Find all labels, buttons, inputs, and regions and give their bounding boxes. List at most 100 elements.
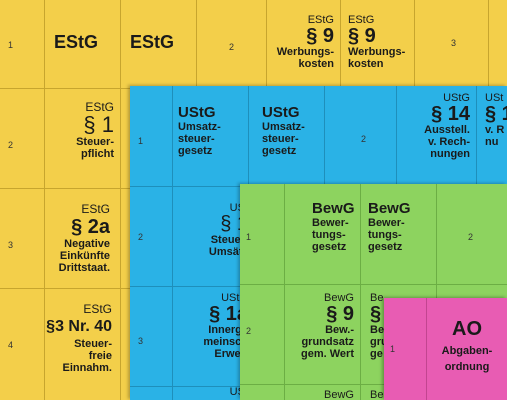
paragraph: § 1 xyxy=(83,112,114,137)
tab-ao[interactable]: AO Abgaben- ordnung xyxy=(432,318,502,373)
law-code: USt xyxy=(485,92,504,104)
paragraph: § 14 xyxy=(431,103,470,125)
tab-bewg-b[interactable]: BewG Bewer- tungs- gesetz xyxy=(368,200,436,253)
paragraph: § 1 xyxy=(485,103,507,125)
paragraph-title: kosten xyxy=(298,58,334,70)
tab-subtitle: tungs- xyxy=(368,229,402,241)
row-number: 4 xyxy=(8,340,14,350)
tab-subtitle: gesetz xyxy=(368,241,403,253)
paragraph-title: gru xyxy=(370,336,388,348)
tab-subtitle: tungs- xyxy=(312,229,346,241)
tab-subtitle: ordnung xyxy=(444,361,490,373)
tab-subtitle: gesetz xyxy=(178,145,213,157)
paragraph-title: Einnahm. xyxy=(62,362,112,374)
paragraph-title: Innerge xyxy=(208,324,248,336)
law-code: UStG xyxy=(443,92,470,104)
tab-label-estg[interactable]: EStG xyxy=(54,32,99,52)
law-code: BewG xyxy=(324,389,354,400)
row-number: 2 xyxy=(468,232,474,242)
tab-estg-2a[interactable]: EStG § 2a Negative Einkünfte Drittstaat. xyxy=(44,202,110,274)
tab-ustg-b[interactable]: UStG Umsatz- steuer- gesetz xyxy=(262,104,322,157)
paragraph-title: v. R xyxy=(485,124,505,136)
paragraph-title: nungen xyxy=(430,148,470,160)
paragraph-title: Negative xyxy=(64,238,110,250)
tab-bewg-9[interactable]: BewG § 9 Bew.- grundsatz gem. Wert xyxy=(286,292,354,360)
tab-subtitle: steuer- xyxy=(262,133,299,145)
paragraph: § 9 xyxy=(306,25,334,47)
tab-ustg-a[interactable]: UStG Umsatz- steuer- gesetz xyxy=(178,104,246,157)
paragraph-title: kosten xyxy=(348,58,384,70)
paragraph: § 2a xyxy=(71,216,110,238)
row-number: 3 xyxy=(8,240,14,250)
paragraph: § xyxy=(370,303,382,325)
tab-title: UStG xyxy=(178,104,216,121)
row-number: 2 xyxy=(138,232,144,242)
row-number: 1 xyxy=(246,232,252,242)
paragraph-title: Einkünfte xyxy=(59,250,110,262)
tab-bewg-a[interactable]: BewG Bewer- tungs- gesetz xyxy=(288,200,358,253)
tab-ustg-partial[interactable]: USt § 1 v. R nu xyxy=(485,92,507,148)
paragraph-title: nu xyxy=(485,136,499,148)
paragraph-title: pflicht xyxy=(81,148,114,160)
tab-ustg-14[interactable]: UStG § 14 Ausstell. v. Rech- nungen xyxy=(400,92,470,160)
paragraph-title: Drittstaat. xyxy=(58,262,110,274)
paragraph-title: ge xyxy=(370,348,383,360)
tab-bewg-row3[interactable]: BewG xyxy=(286,389,354,400)
law-code: EStG xyxy=(83,302,112,316)
paragraph-title: Werbungs- xyxy=(276,46,334,58)
tab-title: BewG xyxy=(312,200,355,217)
tab-bewg-partial[interactable]: Be § Be gru ge xyxy=(370,292,410,360)
row-number: 2 xyxy=(361,134,367,144)
tab-subtitle: Bewer- xyxy=(312,217,349,229)
law-code: EStG xyxy=(307,14,334,26)
tab-estg-9-b[interactable]: EStG § 9 Werbungs- kosten xyxy=(348,14,414,70)
paragraph-title: Steuer- xyxy=(74,338,112,350)
tab-subtitle: Umsatz- xyxy=(178,121,221,133)
tab-subtitle: Umsatz- xyxy=(262,121,305,133)
paragraph-title: Ausstell. xyxy=(424,124,470,136)
tab-estg-1[interactable]: EStG § 1 Steuer- pflicht xyxy=(44,100,114,160)
row-number: 1 xyxy=(8,40,14,50)
paragraph: § 9 xyxy=(348,25,376,47)
paragraph-title: Erwerl xyxy=(214,348,248,360)
row-number: 3 xyxy=(138,336,144,346)
paragraph-title: gem. Wert xyxy=(301,348,354,360)
law-code: EStG xyxy=(85,100,114,114)
law-code: EStG xyxy=(81,202,110,216)
tab-title: UStG xyxy=(262,104,300,121)
tab-ustg-1a[interactable]: UStG § 1a Innerge meinsch Erwerl xyxy=(186,292,248,360)
paragraph-title: v. Rech- xyxy=(428,136,470,148)
tab-bewg-row3-partial[interactable]: Be xyxy=(370,389,410,400)
paragraph-title: Werbungs- xyxy=(348,46,406,58)
paragraph-title: meinsch xyxy=(203,336,248,348)
paragraph-title: grundsatz xyxy=(301,336,354,348)
law-code: EStG xyxy=(348,14,375,26)
law-code: Be xyxy=(370,292,384,304)
tab-title: AO xyxy=(452,318,482,340)
paragraph-title: Be xyxy=(370,324,385,336)
tab-estg-3-40[interactable]: EStG §3 Nr. 40 Steuer- freie Einnahm. xyxy=(44,302,112,374)
paragraph-title: Umsätz xyxy=(208,246,248,258)
tab-title: BewG xyxy=(368,200,411,217)
paragraph: § 1a xyxy=(209,303,248,325)
paragraph-title: Steuerl xyxy=(210,234,248,246)
row-number: 2 xyxy=(246,326,252,336)
paragraph: § 9 xyxy=(326,303,354,325)
law-code: Be xyxy=(370,389,384,400)
ao-sheet: 1 AO Abgaben- ordnung xyxy=(384,298,507,400)
row-number: 2 xyxy=(8,140,14,150)
paragraph-title: Steuer- xyxy=(76,136,114,148)
row-number: 1 xyxy=(390,344,396,354)
paragraph-title: freie xyxy=(88,350,112,362)
tab-subtitle: steuer- xyxy=(178,133,215,145)
tab-estg-9[interactable]: EStG § 9 Werbungs- kosten xyxy=(266,14,334,70)
paragraph-title: Bew.- xyxy=(325,324,354,336)
tab-subtitle: gesetz xyxy=(312,241,347,253)
law-code: BewG xyxy=(324,292,354,304)
tab-label-estg[interactable]: EStG xyxy=(130,32,175,52)
row-number: 3 xyxy=(451,38,457,48)
tab-subtitle: Abgaben- xyxy=(441,345,493,357)
tab-subtitle: Bewer- xyxy=(368,217,405,229)
tab-subtitle: gesetz xyxy=(262,145,297,157)
row-number: 2 xyxy=(229,42,235,52)
